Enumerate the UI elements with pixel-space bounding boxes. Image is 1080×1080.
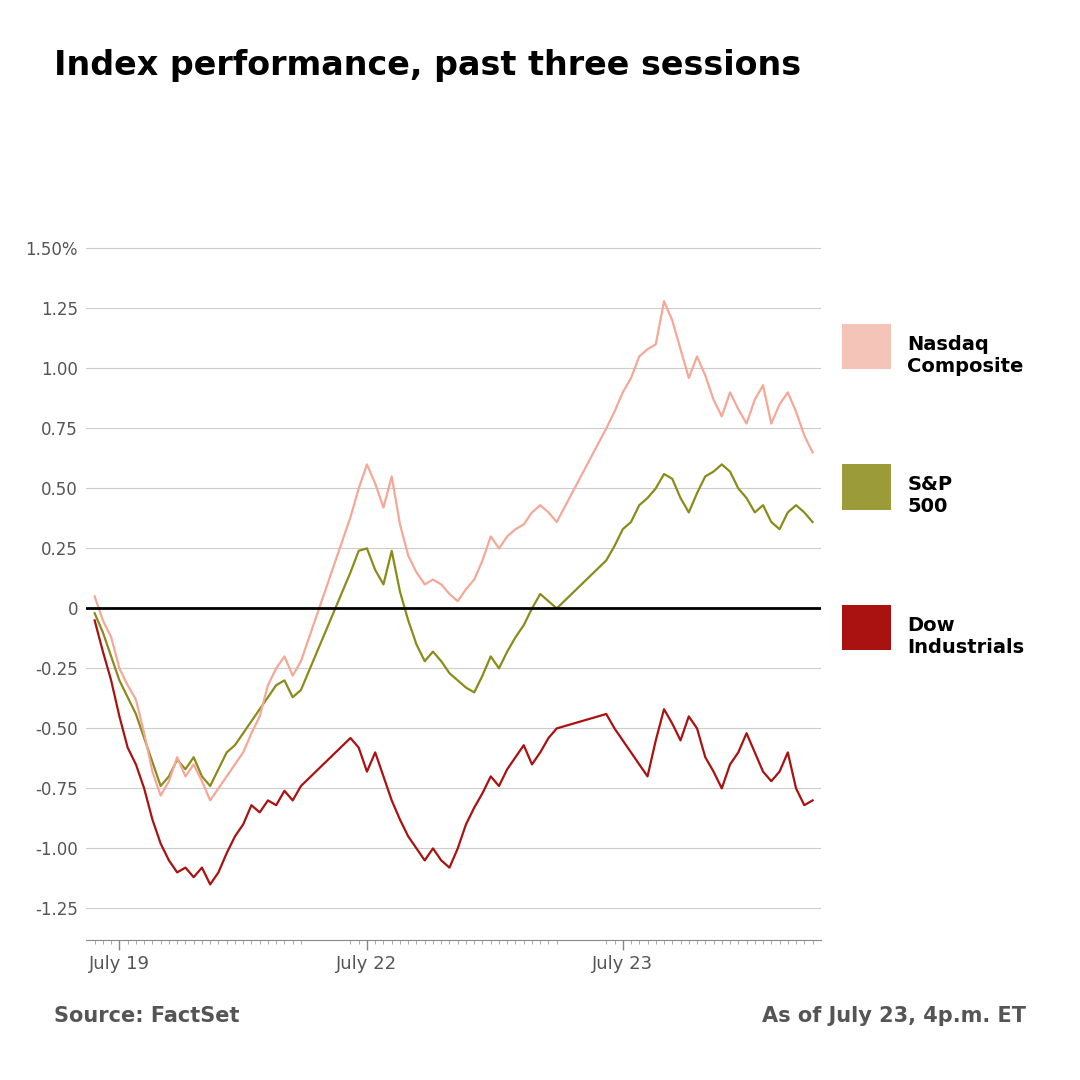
Text: S&P
500: S&P 500 (907, 475, 953, 516)
Text: Source: FactSet: Source: FactSet (54, 1005, 240, 1026)
Text: Dow
Industrials: Dow Industrials (907, 616, 1024, 657)
Text: Index performance, past three sessions: Index performance, past three sessions (54, 49, 801, 82)
Text: Nasdaq
Composite: Nasdaq Composite (907, 335, 1024, 376)
Text: As of July 23, 4p.m. ET: As of July 23, 4p.m. ET (762, 1005, 1026, 1026)
